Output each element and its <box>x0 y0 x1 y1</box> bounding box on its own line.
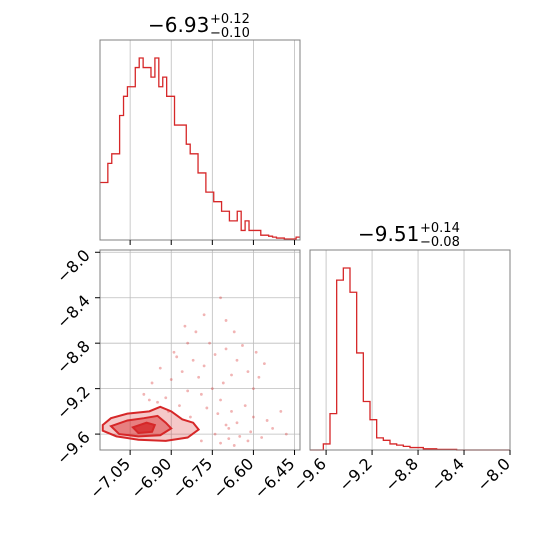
scatter-point <box>254 350 258 354</box>
scatter-point <box>186 389 190 393</box>
title-param1-plus: +0.12 <box>210 12 250 27</box>
y-tick-label: −9.2 <box>53 382 94 423</box>
y-tick-label: −8.8 <box>53 337 94 378</box>
scatter-point <box>243 404 247 408</box>
scatter-point <box>164 396 168 400</box>
x-tick-label: −9.2 <box>335 454 376 495</box>
title-param2-minus: −0.08 <box>420 235 460 250</box>
scatter-point <box>180 370 184 373</box>
scatter-point <box>265 419 269 422</box>
title-param1: −6.93 +0.12 −0.10 <box>148 12 250 41</box>
scatter-point <box>213 353 217 356</box>
scatter-point <box>197 375 201 379</box>
x-tick-label: −8.8 <box>381 454 422 495</box>
scatter-point <box>241 344 244 347</box>
scatter-point <box>158 366 162 370</box>
scatter-point <box>208 341 211 345</box>
scatter-point <box>249 430 253 434</box>
title-param2: −9.51 +0.14 −0.08 <box>358 221 460 250</box>
scatter-point <box>183 324 187 328</box>
scatter-point <box>216 412 220 416</box>
x-tick-label: −9.6 <box>289 454 330 495</box>
y-tick-label: −8.4 <box>53 291 94 332</box>
histogram-step <box>100 57 300 240</box>
scatter-point <box>191 358 195 362</box>
scatter-point <box>232 444 236 447</box>
title-param2-plus: +0.14 <box>420 221 460 236</box>
scatter-point <box>221 381 225 385</box>
hist-param1-panel <box>99 39 301 245</box>
scatter-point <box>224 423 228 427</box>
scatter-point <box>169 378 173 381</box>
y-tick-label: −9.6 <box>53 427 94 468</box>
title-param1-minus: −0.10 <box>210 26 250 41</box>
x-tick-label: −7.05 <box>86 454 134 502</box>
scatter-point <box>230 373 233 377</box>
scatter-point <box>205 406 209 410</box>
scatter-point <box>202 313 206 317</box>
scatter-point <box>235 421 239 425</box>
title-param1-median: −6.93 <box>148 13 209 37</box>
scatter-point <box>224 319 228 322</box>
histogram-step <box>310 267 510 451</box>
scatter-point <box>279 409 283 413</box>
scatter-point <box>213 432 217 436</box>
scatter-point <box>219 398 222 402</box>
scatter-point <box>257 375 261 379</box>
scatter-point <box>150 381 154 385</box>
scatter-point <box>227 427 231 430</box>
scatter-point <box>194 330 198 334</box>
scatter-point <box>238 434 242 438</box>
scatter-point <box>142 392 146 396</box>
contour-inner <box>131 421 157 434</box>
scatter-point <box>235 358 239 362</box>
scatter-point <box>147 398 151 402</box>
scatter-point <box>246 439 250 443</box>
title-param2-median: −9.51 <box>358 222 419 246</box>
axes-frame <box>309 249 511 451</box>
scatter-point <box>175 355 179 359</box>
scatter-point <box>156 400 159 404</box>
scatter-point <box>199 392 203 396</box>
scatter-point <box>227 437 231 441</box>
axes-frame <box>99 39 301 241</box>
scatter-point <box>260 436 264 439</box>
scatter-point <box>172 350 176 354</box>
scatter-point <box>219 296 222 300</box>
scatter-point <box>186 341 190 345</box>
scatter-point <box>271 427 274 430</box>
scatter-panel: −7.05−6.90−6.75−6.60−6.45−8.0−8.4−8.8−9.… <box>53 246 301 502</box>
scatter-point <box>224 347 228 351</box>
scatter-point <box>232 330 236 334</box>
scatter-point <box>210 387 214 391</box>
hist-param2-panel: −9.6 −9.2 −8.8 −8.4 −8.0 <box>289 249 514 495</box>
x-tick-label: −8.0 <box>473 454 514 495</box>
scatter-point <box>284 432 288 436</box>
scatter-point <box>219 441 222 445</box>
scatter-point <box>202 364 206 368</box>
scatter-point <box>246 370 250 373</box>
x-tick-label: −8.4 <box>427 454 468 495</box>
scatter-point <box>262 362 266 366</box>
scatter-point <box>189 415 192 419</box>
axes-frame <box>99 249 301 451</box>
scatter-point <box>252 415 255 419</box>
scatter-point <box>252 387 255 391</box>
x-tick-label: −6.60 <box>209 454 257 502</box>
x-tick-label: −6.90 <box>127 454 175 502</box>
x-tick-label: −6.75 <box>168 454 216 502</box>
scatter-point <box>199 439 203 443</box>
scatter-point <box>178 404 181 408</box>
y-tick-label: −8.0 <box>53 246 94 287</box>
scatter-point <box>230 409 233 413</box>
